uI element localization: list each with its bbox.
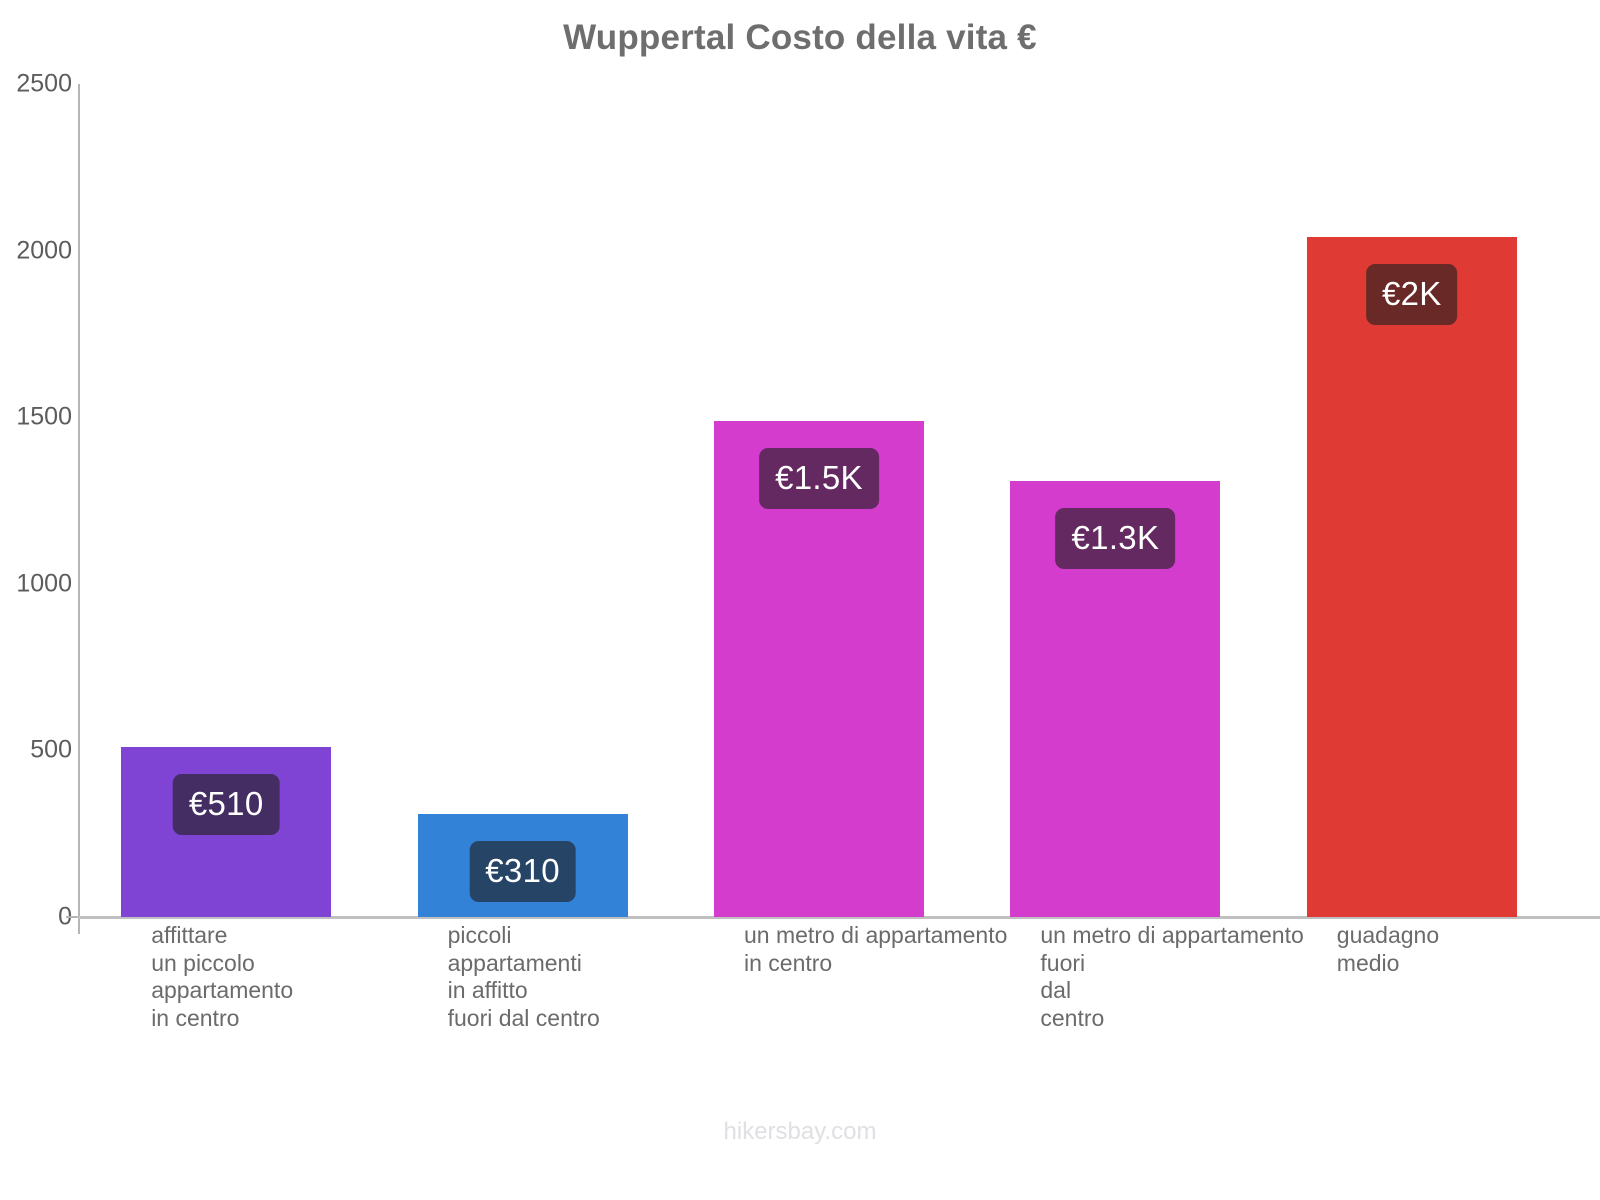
y-axis-tick-label: 1500: [16, 402, 72, 431]
x-axis-line: [78, 916, 1600, 919]
footer-credit: hikersbay.com: [723, 1118, 877, 1145]
x-axis-category-label: piccoli appartamenti in affitto fuori da…: [447, 922, 600, 1031]
y-axis-tick-label: 2500: [16, 69, 72, 98]
chart-title: Wuppertal Costo della vita €: [563, 18, 1037, 57]
x-axis-category-label: guadagno medio: [1336, 922, 1440, 976]
y-axis-line: [78, 84, 80, 934]
y-axis-tick-label: 1000: [16, 569, 72, 598]
y-axis-tick-labels: 0 500 1000 1500 2000 2500: [0, 0, 72, 1000]
bar-value-label: €2K: [1365, 264, 1458, 326]
bar-value-label: €1.5K: [759, 447, 879, 509]
y-axis-zero-tick: [66, 916, 80, 918]
plot-area: €510 €310 €1.5K €1.3K €2K: [78, 84, 1560, 917]
bar-value-label: €510: [172, 774, 280, 836]
x-axis-category-label: un metro di appartamento fuori dal centr…: [1040, 922, 1304, 1031]
x-axis-category-label: affittare un piccolo appartamento in cen…: [151, 922, 294, 1031]
bar-group: €310: [417, 84, 628, 917]
bar-group: €2K: [1306, 84, 1517, 917]
y-axis-tick-label: 2000: [16, 236, 72, 265]
x-axis-category-label: un metro di appartamento in centro: [744, 922, 1008, 976]
bar[interactable]: [1306, 237, 1517, 917]
y-axis-tick-label: 0: [58, 902, 72, 931]
y-axis-tick-label: 500: [30, 735, 72, 764]
bar-group: €510: [121, 84, 332, 917]
bar-group: €1.5K: [714, 84, 924, 917]
bar-value-label: €1.3K: [1055, 507, 1176, 569]
bar-value-label: €310: [469, 840, 576, 902]
bar-group: €1.3K: [1010, 84, 1221, 917]
